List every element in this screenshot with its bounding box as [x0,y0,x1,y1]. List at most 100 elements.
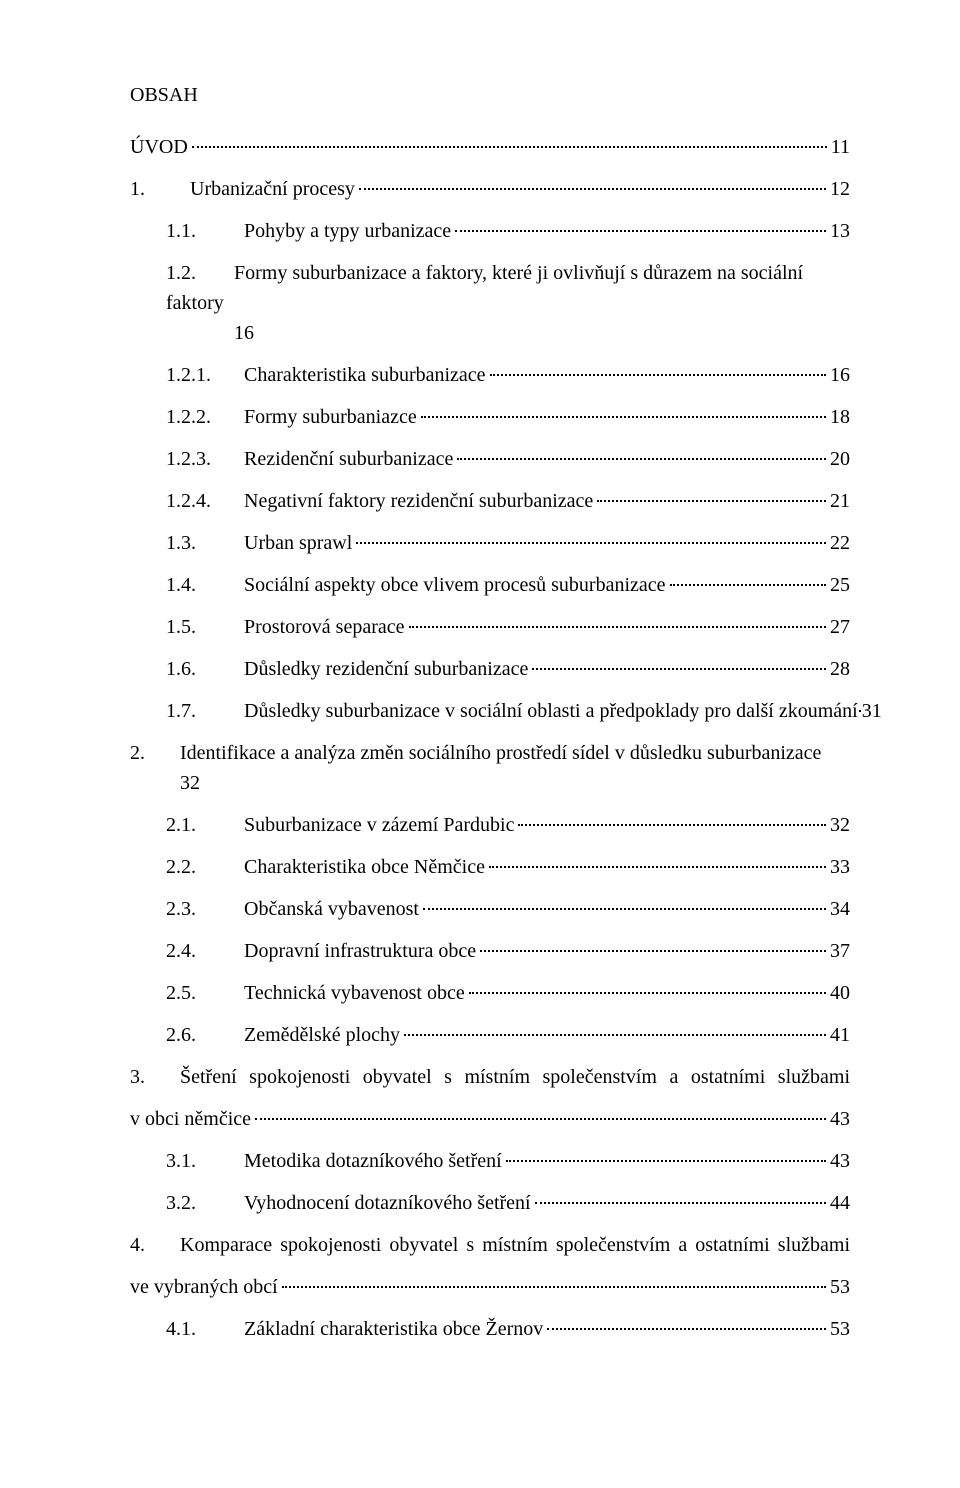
toc-entry: 1.2.3.Rezidenční suburbanizace20 [130,444,850,474]
toc-entry-page: 18 [830,402,850,432]
toc-entry-number: 1.2. [166,258,234,288]
toc-entry-page: 37 [830,936,850,966]
toc-entry-page: 25 [830,570,850,600]
toc-entry-leader [535,1202,826,1204]
toc-entry-label: Technická vybavenost obce [244,978,465,1008]
toc-entry-line2: ve vybraných obcí 53 [130,1272,850,1302]
toc-entry-page: 33 [830,852,850,882]
toc-entry-number: 2.1. [166,810,244,840]
toc-entry: 1.4.Sociální aspekty obce vlivem procesů… [130,570,850,600]
toc-entry-leader [356,542,826,544]
toc-entry-label: Formy suburbanizace a faktory, které ji … [166,262,803,314]
toc-entry-number: 3.1. [166,1146,244,1176]
toc-entry-number: 2.6. [166,1020,244,1050]
toc-entry-leader [404,1034,826,1036]
toc-entry: 1.3.Urban sprawl 22 [130,528,850,558]
toc-entry-number: 1.2.2. [166,402,244,432]
toc-entry-label: Zemědělské plochy [244,1020,400,1050]
toc-entry: 2.5.Technická vybavenost obce 40 [130,978,850,1008]
toc-entry: 1.2.Formy suburbanizace a faktory, které… [130,258,850,348]
toc-entry-leader [359,188,826,190]
toc-entry-number: 1.2.1. [166,360,244,390]
toc-entry-leader [455,230,826,232]
toc-entry-leader [670,584,826,586]
toc-entry-line1: 3.Šetření spokojenosti obyvatel s místní… [130,1062,850,1092]
toc-entry-label: Důsledky rezidenční suburbanizace [244,654,528,684]
toc-entry: 2.2.Charakteristika obce Němčice33 [130,852,850,882]
toc-entry-number: 2.3. [166,894,244,924]
toc-entry-label: Charakteristika suburbanizace [244,360,486,390]
toc-entry-leader [547,1328,826,1330]
toc-entry-label: Urbanizační procesy [190,174,355,204]
toc-entry: 1.2.1.Charakteristika suburbanizace16 [130,360,850,390]
toc-heading: OBSAH [130,80,850,110]
toc-entry-page: 27 [830,612,850,642]
toc-entry-line1: 1.2.Formy suburbanizace a faktory, které… [166,258,850,318]
toc-entry-number: 1.3. [166,528,244,558]
toc-entry-number: 3.2. [166,1188,244,1218]
toc-entry-line1: 4.Komparace spokojenosti obyvatel s míst… [130,1230,850,1260]
toc-entry-label-tail: ve vybraných obcí [130,1272,278,1302]
toc-entry-page: 22 [830,528,850,558]
toc-entry-number: 2.4. [166,936,244,966]
toc-entry-label: Prostorová separace [244,612,405,642]
toc-entry: 3.1.Metodika dotazníkového šetření 43 [130,1146,850,1176]
toc-entry: 1.Urbanizační procesy 12 [130,174,850,204]
toc-entry-leader [192,146,827,148]
toc-entry: 1.6.Důsledky rezidenční suburbanizace 28 [130,654,850,684]
toc-entry-label: Suburbanizace v zázemí Pardubic [244,810,514,840]
toc-entry: 1.1.Pohyby a typy urbanizace13 [130,216,850,246]
toc-entry-leader [489,866,826,868]
toc-entry: 2.Identifikace a analýza změn sociálního… [130,738,850,798]
toc-entry-line2: 32 [130,768,850,798]
toc-entry-leader [409,626,827,628]
toc-entry-label: Metodika dotazníkového šetření [244,1146,502,1176]
toc-entry-number: 2.5. [166,978,244,1008]
toc-entry-number: 1.2.4. [166,486,244,516]
toc-entry-page: 43 [830,1146,850,1176]
toc-entry-leader [423,908,826,910]
toc-entry-label: Sociální aspekty obce vlivem procesů sub… [244,570,666,600]
toc-entry-label: Charakteristika obce Němčice [244,852,485,882]
toc-entry-label-head: Komparace spokojenosti obyvatel s místní… [180,1234,850,1256]
toc-entry-leader [421,416,826,418]
toc-entry-page: 40 [830,978,850,1008]
toc-entry-leader [518,824,826,826]
toc-entry-wraptail: 16 [234,322,254,344]
toc-entry-number: 1.2.3. [166,444,244,474]
toc-entry: 3.Šetření spokojenosti obyvatel s místní… [130,1062,850,1134]
toc-entry-number: 1.4. [166,570,244,600]
toc-entry-leader [506,1160,826,1162]
toc-entry: 1.2.2.Formy suburbaniazce18 [130,402,850,432]
toc-entry-leader [490,374,826,376]
toc-entry-line2: 16 [166,318,850,348]
toc-entry: 4.1.Základní charakteristika obce Žernov… [130,1314,850,1344]
toc-entry-number: 1.6. [166,654,244,684]
toc-entry-leader [255,1118,826,1120]
toc-entry-leader [480,950,826,952]
toc-entry-page: 32 [830,810,850,840]
toc-entry-number: 4.1. [166,1314,244,1344]
toc-container: ÚVOD111.Urbanizační procesy121.1.Pohyby … [130,132,850,1344]
toc-entry-label: Dopravní infrastruktura obce [244,936,476,966]
toc-entry-line2: v obci němčice43 [130,1104,850,1134]
toc-entry-page: 53 [830,1272,850,1302]
toc-entry-label: Urban sprawl [244,528,352,558]
toc-page: OBSAH ÚVOD111.Urbanizační procesy121.1.P… [0,0,960,1488]
toc-entry-page: 34 [830,894,850,924]
toc-entry-leader [532,668,826,670]
toc-entry-page: 20 [830,444,850,474]
toc-entry-page: 53 [830,1314,850,1344]
toc-entry-leader [469,992,826,994]
toc-entry-number: 2. [130,738,180,768]
toc-entry-number: 1. [130,174,190,204]
toc-entry-label-tail: v obci němčice [130,1104,251,1134]
toc-entry-page: 13 [830,216,850,246]
toc-entry-leader [457,458,826,460]
toc-entry-label-head: Šetření spokojenosti obyvatel s místním … [180,1066,850,1088]
toc-entry-label: Identifikace a analýza změn sociálního p… [180,742,821,764]
toc-entry: 1.5.Prostorová separace 27 [130,612,850,642]
toc-entry-page: 28 [830,654,850,684]
toc-entry-page: 12 [830,174,850,204]
toc-entry-number: 1.5. [166,612,244,642]
